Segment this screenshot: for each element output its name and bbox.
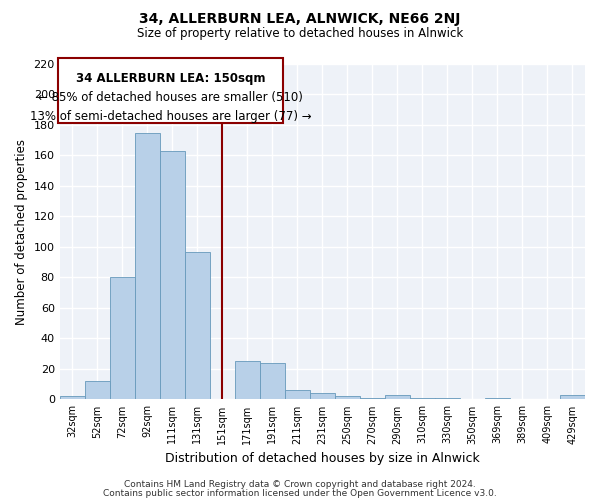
Bar: [85, 381, 110, 400]
Text: 34 ALLERBURN LEA: 150sqm: 34 ALLERBURN LEA: 150sqm: [76, 72, 265, 85]
Text: Contains HM Land Registry data © Crown copyright and database right 2024.: Contains HM Land Registry data © Crown c…: [124, 480, 476, 489]
X-axis label: Distribution of detached houses by size in Alnwick: Distribution of detached houses by size …: [165, 452, 480, 465]
Text: Size of property relative to detached houses in Alnwick: Size of property relative to detached ho…: [137, 28, 463, 40]
Text: 34, ALLERBURN LEA, ALNWICK, NE66 2NJ: 34, ALLERBURN LEA, ALNWICK, NE66 2NJ: [139, 12, 461, 26]
Bar: [135, 132, 160, 400]
Bar: [160, 151, 185, 400]
Text: ← 85% of detached houses are smaller (510): ← 85% of detached houses are smaller (51…: [38, 90, 303, 104]
Bar: [285, 390, 310, 400]
Bar: [560, 395, 585, 400]
Bar: [360, 398, 385, 400]
Bar: [185, 252, 210, 400]
Text: 13% of semi-detached houses are larger (77) →: 13% of semi-detached houses are larger (…: [29, 110, 311, 122]
Bar: [110, 278, 135, 400]
Bar: [235, 362, 260, 400]
Bar: [260, 363, 285, 400]
Bar: [310, 394, 335, 400]
Y-axis label: Number of detached properties: Number of detached properties: [15, 138, 28, 324]
Bar: [410, 398, 435, 400]
Bar: [335, 396, 360, 400]
Bar: [385, 395, 410, 400]
Text: Contains public sector information licensed under the Open Government Licence v3: Contains public sector information licen…: [103, 488, 497, 498]
Bar: [59, 396, 85, 400]
Bar: [485, 398, 510, 400]
Bar: [435, 398, 460, 400]
